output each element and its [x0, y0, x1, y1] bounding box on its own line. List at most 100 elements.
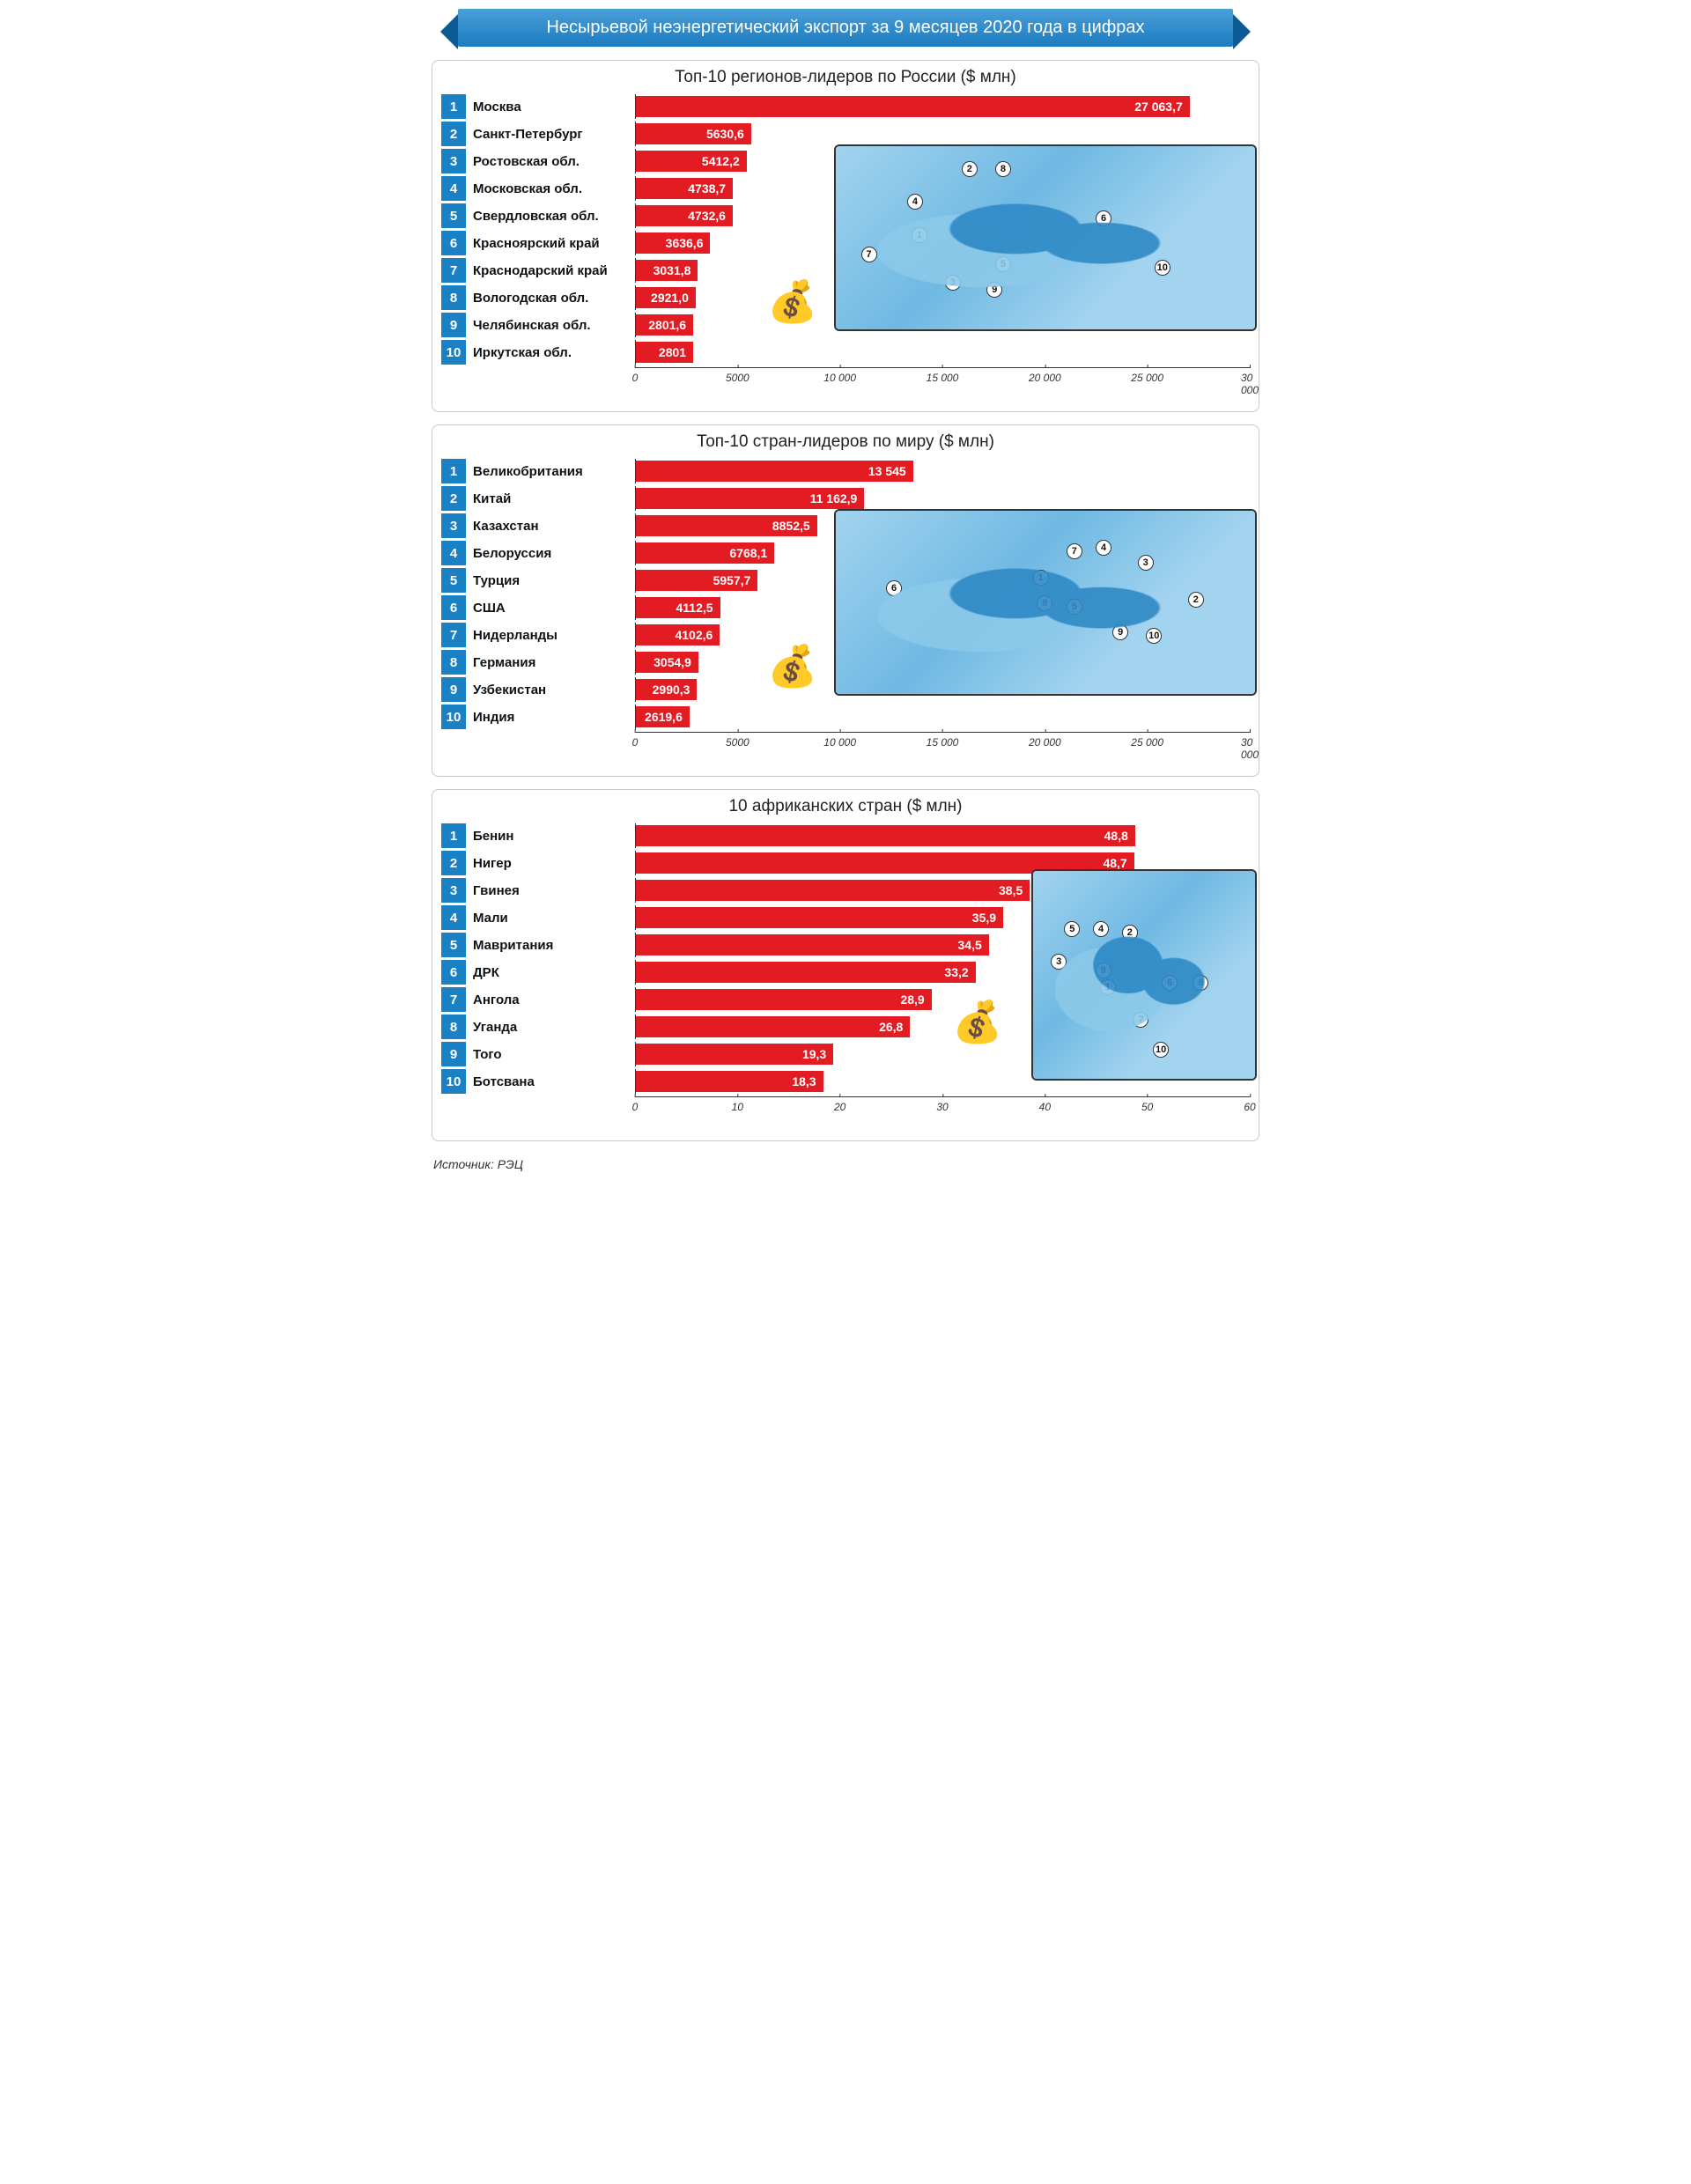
bar: 4102,6	[636, 624, 720, 646]
row-label: Ангола	[466, 987, 635, 1012]
bar: 11 162,9	[636, 488, 864, 509]
rank-badge: 7	[441, 623, 466, 647]
map-inset: 12345678910	[1031, 869, 1257, 1081]
row-label: Иркутская обл.	[466, 340, 635, 365]
rank-badge: 5	[441, 203, 466, 228]
row-label: США	[466, 595, 635, 620]
row-label: Ботсвана	[466, 1069, 635, 1094]
axis-tick: 20	[834, 1097, 846, 1113]
map-marker: 5	[995, 256, 1011, 272]
bar: 5957,7	[636, 570, 757, 591]
rank-badge: 8	[441, 285, 466, 310]
chart-row: 10Иркутская обл.2801	[441, 340, 1250, 365]
map-marker: 3	[1051, 954, 1067, 970]
bar: 26,8	[636, 1016, 910, 1037]
map-marker: 10	[1155, 260, 1170, 276]
row-label: Ростовская обл.	[466, 149, 635, 173]
chart-row: 1Великобритания13 545	[441, 459, 1250, 483]
row-label: Уганда	[466, 1015, 635, 1039]
row-label: Того	[466, 1042, 635, 1066]
bar: 4732,6	[636, 205, 733, 226]
rank-badge: 6	[441, 960, 466, 985]
axis-tick: 10 000	[823, 733, 856, 749]
map-inset: 12345678910	[834, 509, 1257, 696]
axis-tick: 20 000	[1029, 368, 1061, 384]
axis-tick: 40	[1039, 1097, 1051, 1113]
rank-badge: 9	[441, 313, 466, 337]
bar: 2619,6	[636, 706, 690, 727]
rank-badge: 5	[441, 568, 466, 593]
axis-tick: 10	[732, 1097, 743, 1113]
map-marker: 4	[1096, 540, 1111, 556]
axis-tick: 30	[936, 1097, 948, 1113]
rank-badge: 10	[441, 1069, 466, 1094]
row-label: Челябинская обл.	[466, 313, 635, 337]
chart-row: 1Москва27 063,7	[441, 94, 1250, 119]
bar: 5630,6	[636, 123, 751, 144]
map-marker: 10	[1146, 628, 1162, 644]
bar: 2921,0	[636, 287, 696, 308]
map-silhouette: 12345678910	[836, 511, 1255, 694]
rank-badge: 1	[441, 94, 466, 119]
bar: 3031,8	[636, 260, 698, 281]
map-marker: 9	[1112, 624, 1128, 640]
rank-badge: 4	[441, 176, 466, 201]
section-title: Топ-10 стран-лидеров по миру ($ млн)	[441, 432, 1250, 452]
row-label: Гвинея	[466, 878, 635, 903]
map-marker: 7	[1067, 543, 1082, 559]
bar: 5412,2	[636, 151, 747, 172]
bar: 2801,6	[636, 314, 693, 336]
bar: 3636,6	[636, 232, 710, 254]
map-marker: 9	[986, 282, 1002, 298]
rank-badge: 3	[441, 149, 466, 173]
row-label: Индия	[466, 705, 635, 729]
chart-row: 1Бенин48,8	[441, 823, 1250, 848]
row-label: Мали	[466, 905, 635, 930]
section-title: Топ-10 регионов-лидеров по России ($ млн…	[441, 68, 1250, 87]
row-label: Узбекистан	[466, 677, 635, 702]
rank-badge: 5	[441, 933, 466, 957]
bar-track: 5630,6	[635, 122, 1250, 146]
map-marker: 8	[995, 161, 1011, 177]
map-marker: 6	[1162, 975, 1178, 991]
chart-row: 10Индия2619,6	[441, 705, 1250, 729]
bar: 3054,9	[636, 652, 698, 673]
row-label: Казахстан	[466, 513, 635, 538]
axis-tick: 5000	[726, 733, 750, 749]
axis-tick: 15 000	[927, 733, 959, 749]
map-marker: 10	[1153, 1042, 1169, 1058]
map-marker: 3	[945, 275, 961, 291]
rank-badge: 7	[441, 258, 466, 283]
axis-tick: 50	[1141, 1097, 1153, 1113]
row-label: Китай	[466, 486, 635, 511]
rank-badge: 2	[441, 486, 466, 511]
bar: 6768,1	[636, 542, 774, 564]
map-marker: 5	[1064, 921, 1080, 937]
bar: 48,8	[636, 825, 1135, 846]
axis-tick: 30 000	[1241, 368, 1259, 396]
chart-row: 2Санкт-Петербург5630,6	[441, 122, 1250, 146]
map-marker: 1	[1033, 570, 1049, 586]
row-label: Бенин	[466, 823, 635, 848]
map-marker: 9	[1096, 963, 1111, 978]
money-icon: 💰	[952, 1001, 1002, 1042]
row-label: Великобритания	[466, 459, 635, 483]
rank-badge: 8	[441, 1015, 466, 1039]
axis-tick: 15 000	[927, 368, 959, 384]
bar-track: 2619,6	[635, 705, 1250, 729]
map-silhouette: 12345678910	[1033, 871, 1255, 1079]
row-label: Красноярский край	[466, 231, 635, 255]
row-label: Турция	[466, 568, 635, 593]
section-title: 10 африканских стран ($ млн)	[441, 797, 1250, 816]
chart-row: 2Китай11 162,9	[441, 486, 1250, 511]
page-title: Несырьевой неэнергетический экспорт за 9…	[546, 18, 1144, 37]
map-marker: 1	[1100, 979, 1116, 995]
bar: 8852,5	[636, 515, 817, 536]
axis-tick: 10 000	[823, 368, 856, 384]
bar-track: 13 545	[635, 459, 1250, 483]
row-label: Нидерланды	[466, 623, 635, 647]
money-icon: 💰	[767, 281, 817, 321]
bar: 18,3	[636, 1071, 823, 1092]
x-axis: 0500010 00015 00020 00025 00030 000	[635, 732, 1250, 751]
map-marker: 2	[962, 161, 978, 177]
